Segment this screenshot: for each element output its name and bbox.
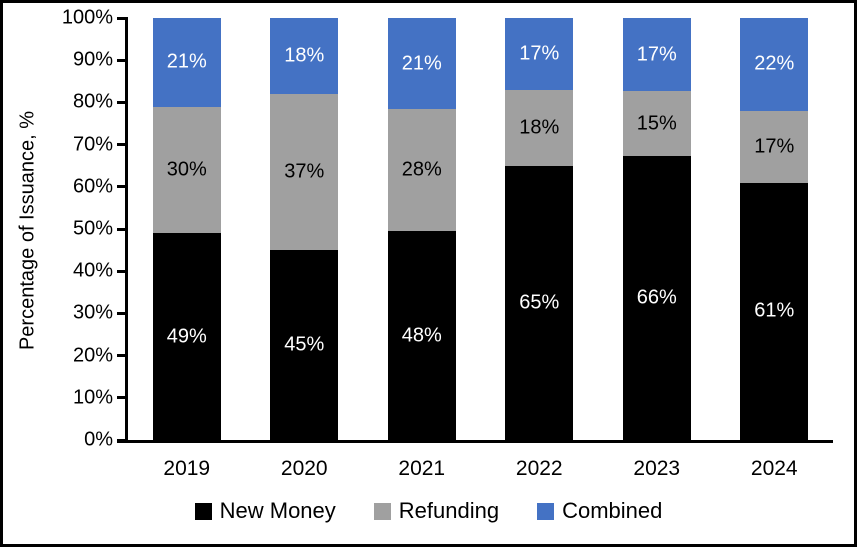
x-tick-label-2024: 2024 — [750, 457, 798, 480]
y-tick-label: 90% — [72, 48, 113, 71]
y-tick-mark — [117, 58, 126, 62]
data-label-refunding-2020: 37% — [284, 160, 325, 183]
legend-label-new-money: New Money — [219, 498, 336, 523]
bar-2022: 65% 18% 17% — [505, 18, 574, 440]
y-tick-label: 0% — [84, 428, 113, 451]
y-tick-label: 20% — [72, 344, 113, 367]
y-tick-mark — [117, 354, 126, 358]
plot-area: 49% 30% 21% 45% 37% 18% 48% 28% 21% 65% 18% 17% 66% 1… — [128, 18, 833, 440]
y-tick-label: 10% — [72, 386, 113, 409]
segment-new-money-2020: 45% — [270, 250, 339, 440]
bar-2023: 66% 15% 17% — [622, 18, 691, 440]
y-tick-mark — [117, 143, 126, 147]
segment-combined-2023: 17% — [622, 18, 691, 92]
segment-refunding-2023: 15% — [622, 91, 691, 156]
y-tick-label: 70% — [72, 133, 113, 156]
bar-2021: 48% 28% 21% — [387, 18, 456, 440]
data-label-new-money-2022: 65% — [519, 291, 560, 314]
y-tick-label: 100% — [61, 6, 113, 29]
segment-combined-2022: 17% — [505, 18, 574, 90]
segment-refunding-2020: 37% — [270, 93, 339, 251]
data-label-refunding-2022: 18% — [519, 116, 560, 139]
bar-2020: 45% 37% 18% — [270, 18, 339, 440]
bar-2019: 49% 30% 21% — [152, 18, 221, 440]
segment-combined-2020: 18% — [270, 18, 339, 94]
y-tick-label: 80% — [72, 90, 113, 113]
y-tick-mark — [117, 269, 126, 273]
data-label-refunding-2024: 17% — [754, 135, 795, 158]
data-label-new-money-2020: 45% — [284, 333, 325, 356]
segment-refunding-2022: 18% — [505, 89, 574, 166]
segment-refunding-2019: 30% — [152, 106, 221, 234]
data-label-combined-2023: 17% — [636, 43, 677, 66]
y-axis-line — [125, 17, 128, 443]
y-tick-mark — [117, 16, 126, 20]
y-tick-mark — [117, 227, 126, 231]
segment-refunding-2024: 17% — [740, 110, 809, 183]
x-tick-label-2022: 2022 — [515, 457, 563, 480]
legend-label-combined: Combined — [562, 498, 663, 523]
data-label-new-money-2023: 66% — [636, 286, 677, 309]
y-tick-mark — [117, 438, 126, 442]
segment-new-money-2019: 49% — [152, 233, 221, 440]
x-tick-label-2020: 2020 — [280, 457, 328, 480]
y-tick-mark — [117, 185, 126, 189]
y-tick-mark — [117, 396, 126, 400]
x-tick-label-2023: 2023 — [633, 457, 681, 480]
legend: New Money Refunding Combined — [3, 496, 854, 526]
data-label-combined-2022: 17% — [519, 42, 560, 65]
data-label-refunding-2021: 28% — [401, 158, 442, 181]
segment-new-money-2023: 66% — [622, 155, 691, 440]
y-tick-mark — [117, 311, 126, 315]
legend-swatch-combined — [537, 502, 555, 520]
segment-combined-2024: 22% — [740, 18, 809, 111]
legend-item-new-money: New Money — [194, 498, 336, 524]
legend-swatch-refunding — [373, 502, 391, 520]
bar-2024: 61% 17% 22% — [740, 18, 809, 440]
segment-new-money-2021: 48% — [387, 231, 456, 440]
data-label-combined-2020: 18% — [284, 44, 325, 67]
data-label-combined-2019: 21% — [166, 50, 207, 73]
y-tick-label: 40% — [72, 259, 113, 282]
legend-item-refunding: Refunding — [373, 498, 500, 524]
legend-label-refunding: Refunding — [398, 498, 500, 523]
segment-combined-2021: 21% — [387, 18, 456, 110]
segment-new-money-2022: 65% — [505, 165, 574, 440]
legend-item-combined: Combined — [537, 498, 662, 524]
data-label-combined-2021: 21% — [401, 52, 442, 75]
data-label-new-money-2019: 49% — [166, 325, 207, 348]
segment-refunding-2021: 28% — [387, 109, 456, 232]
segment-new-money-2024: 61% — [740, 182, 809, 440]
x-tick-label-2021: 2021 — [398, 457, 446, 480]
data-label-new-money-2021: 48% — [401, 324, 442, 347]
x-tick-label-2019: 2019 — [163, 457, 211, 480]
y-tick-mark — [117, 100, 126, 104]
y-tick-label: 50% — [72, 217, 113, 240]
legend-swatch-new-money — [194, 502, 212, 520]
segment-combined-2019: 21% — [152, 18, 221, 107]
data-label-combined-2024: 22% — [754, 52, 795, 75]
y-tick-label: 30% — [72, 301, 113, 324]
x-axis-line — [117, 440, 833, 443]
data-label-refunding-2019: 30% — [166, 158, 207, 181]
y-tick-label: 60% — [72, 175, 113, 198]
data-label-refunding-2023: 15% — [636, 112, 677, 134]
data-label-new-money-2024: 61% — [754, 299, 795, 322]
